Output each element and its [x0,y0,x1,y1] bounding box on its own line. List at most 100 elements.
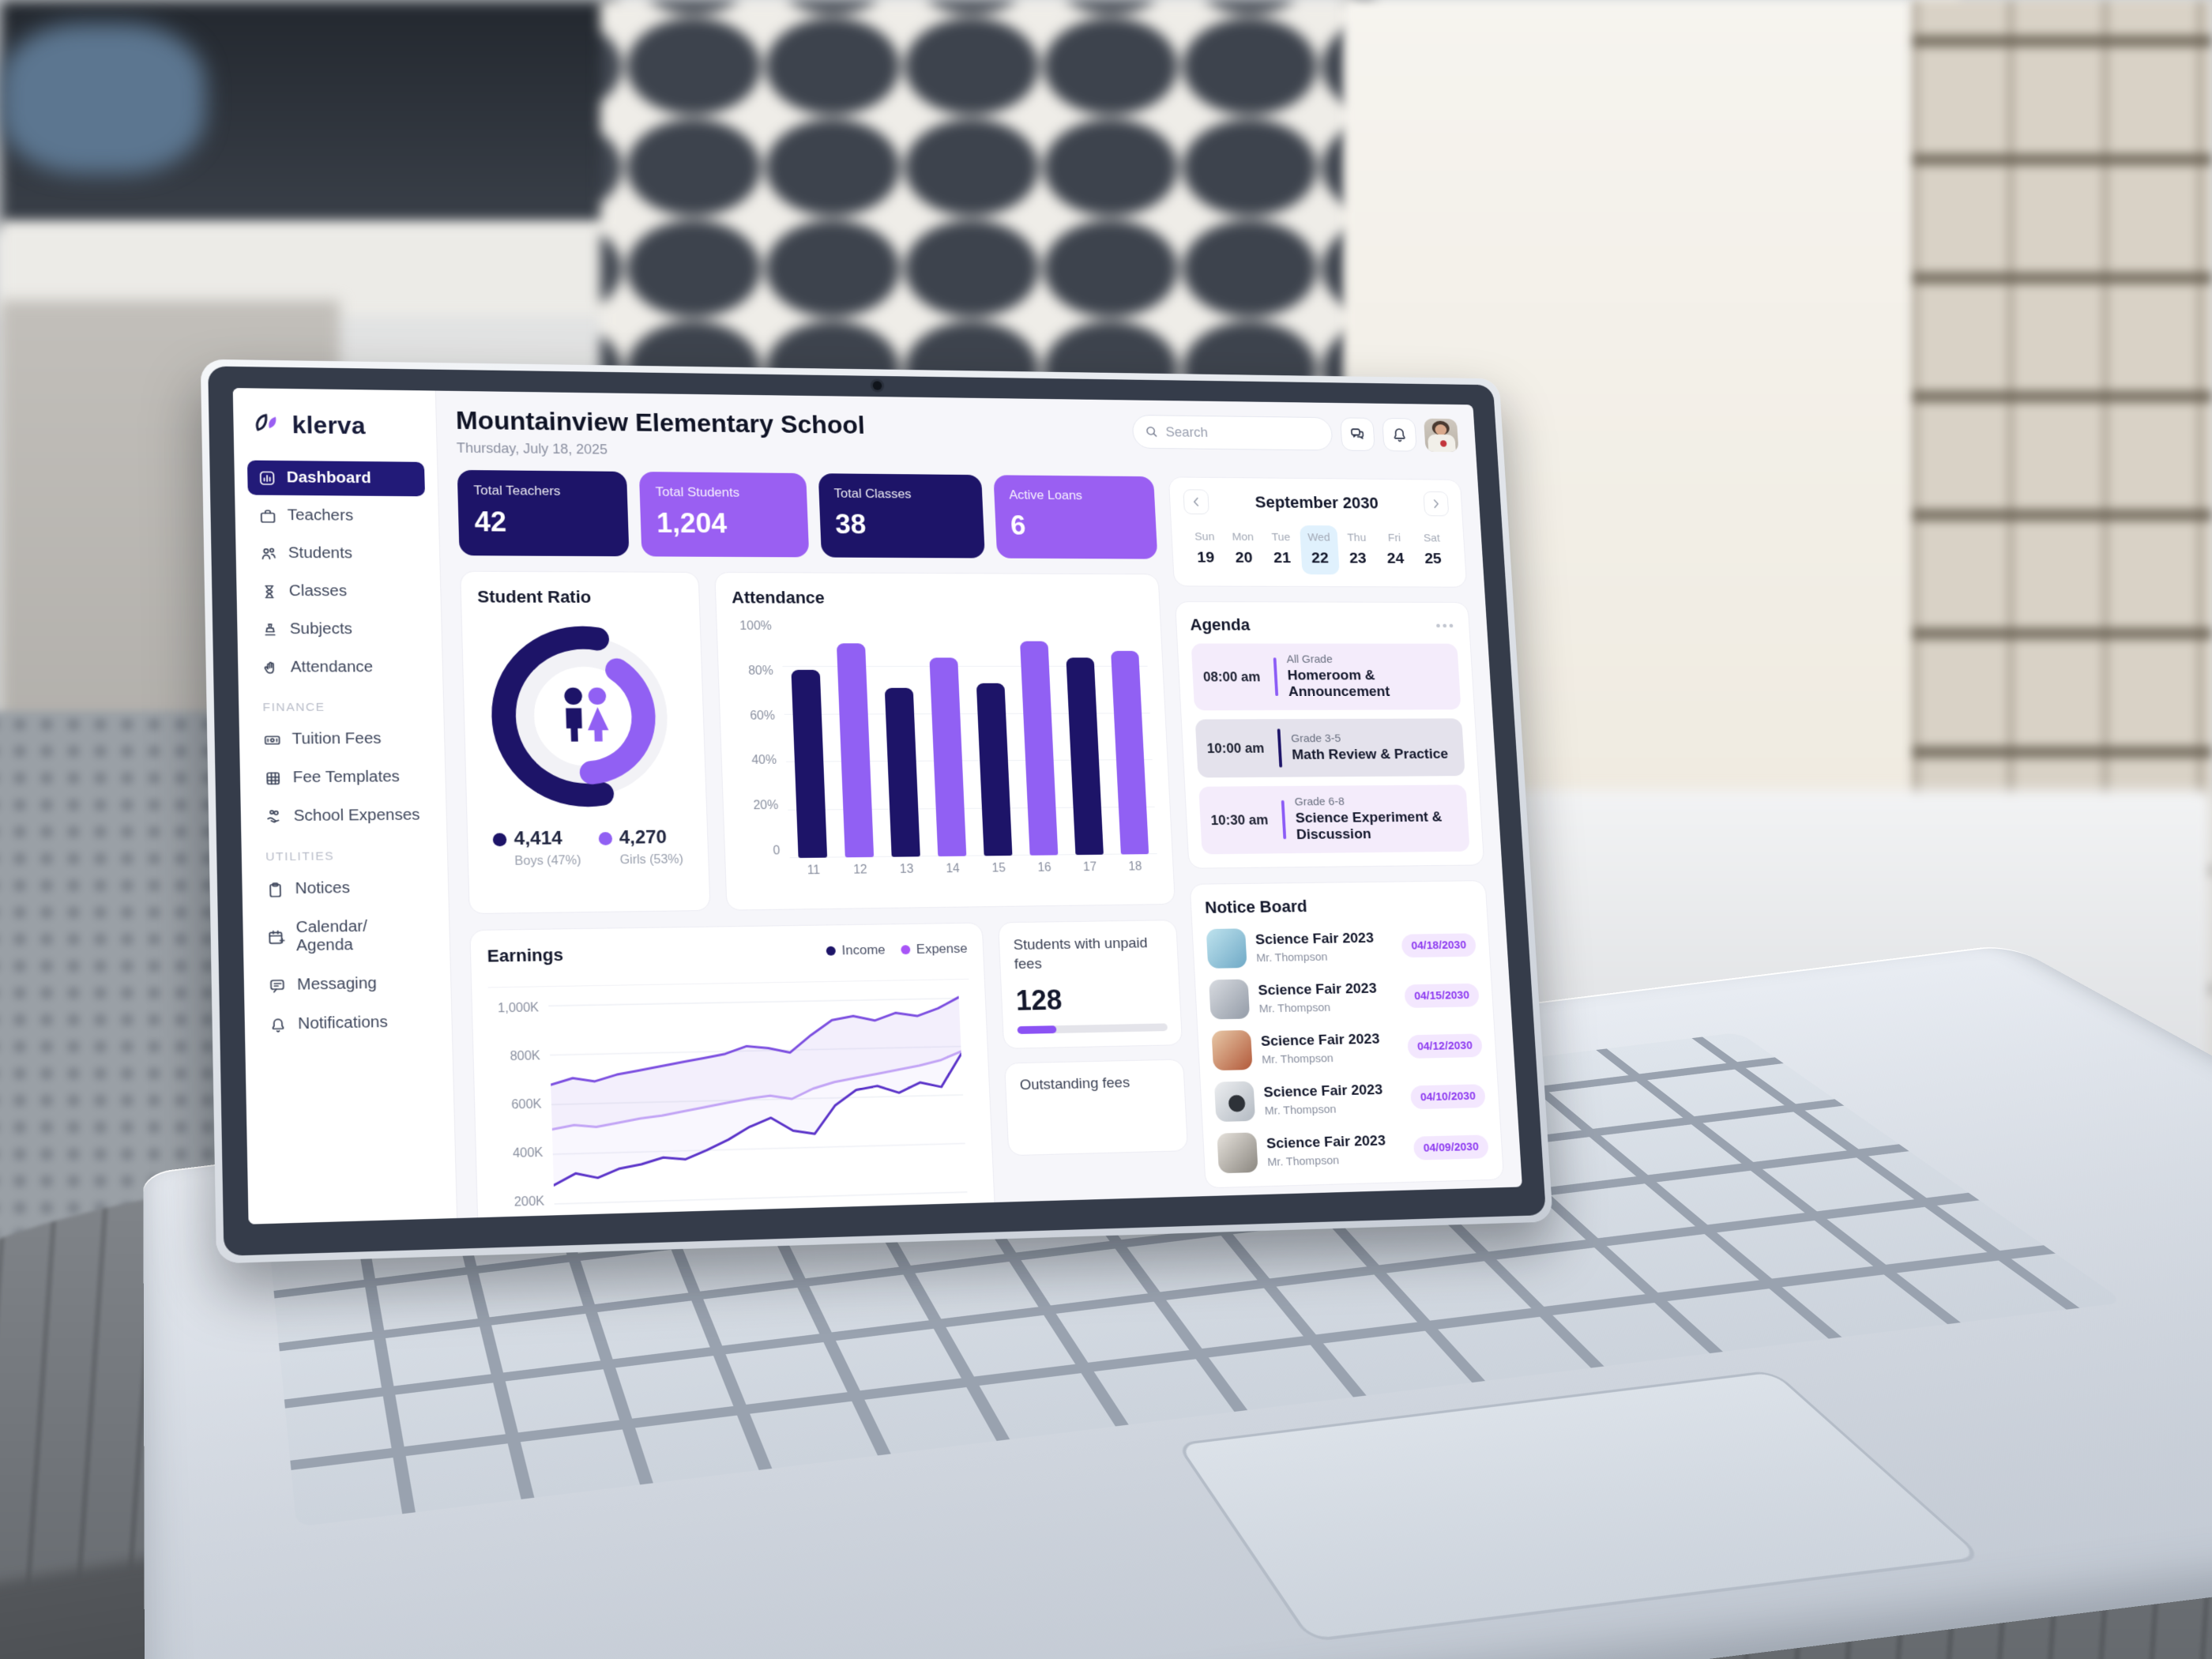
calendar-day[interactable]: Tue 21 [1262,525,1303,574]
agenda-grade: Grade 6-8 [1294,795,1457,809]
calendar-plus-icon [267,928,285,946]
expense-dot [901,945,910,954]
dashboard-icon [258,469,276,487]
sidebar-item-dashboard[interactable]: Dashboard [247,461,425,497]
sidebar-item-label: Subjects [290,621,353,639]
sidebar-item-school-expenses[interactable]: School Expenses [254,798,434,835]
stat-value: 38 [834,509,969,541]
notice-date-badge: 04/10/2030 [1410,1084,1486,1109]
laptop-touchpad [1175,1370,1985,1642]
hand-coins-icon [265,808,283,826]
calendar-day[interactable]: Sun 19 [1185,525,1226,574]
stat-value: 42 [474,506,613,539]
calendar-prev-button[interactable] [1183,489,1209,514]
calendar-day[interactable]: Sat 25 [1413,526,1453,575]
sidebar-section-utilities: UTILITIES [265,848,423,863]
girls-count: 4,270 [619,827,667,849]
notice-item[interactable]: Science Fair 2023 Mr. Thompson 04/12/203… [1211,1025,1483,1070]
page-title: Mountainview Elementary School [456,406,866,439]
stat-value: 1,204 [656,507,792,540]
agenda-accent-bar [1277,728,1282,767]
notice-date-badge: 04/09/2030 [1413,1134,1489,1160]
stat-label: Total Students [655,484,791,500]
agenda-item-title: Homeroom & Announcement [1287,668,1450,700]
attendance-y-axis: 100% 80% 60% 40% 20% 0 [732,619,790,858]
search-bar[interactable] [1132,415,1334,450]
girls-dot [598,832,612,845]
sidebar-item-messaging[interactable]: Messaging [257,965,438,1004]
girl-icon [586,687,608,741]
earnings-card: Earnings Income Expense 1,000K 800K 600K 40… [469,923,997,1224]
clipboard-icon [266,881,284,898]
calendar-next-button[interactable] [1423,491,1449,516]
stat-value: 6 [1010,510,1142,542]
notice-thumbnail [1206,928,1247,969]
notice-item[interactable]: Science Fair 2023 Mr. Thompson 04/09/203… [1217,1127,1489,1174]
sidebar-item-label: Students [288,544,353,562]
chat-bubbles-icon [1349,426,1367,443]
chevron-right-icon [1431,498,1442,509]
unpaid-fees-value: 128 [1015,983,1167,1018]
laptop-screen: klerva Dashboard Teachers [233,388,1522,1224]
sidebar-item-notifications[interactable]: Notifications [258,1004,438,1044]
calendar-week: Sun 19 Mon 20 Tue 21 Wed 22 Thu 23 Fri 24 Sat 2… [1185,525,1453,575]
sidebar-item-label: Notices [295,879,350,898]
hourglass-icon [260,583,278,600]
sidebar-item-fee-templates[interactable]: Fee Templates [253,759,432,796]
webcam [873,381,882,389]
agenda-title: Agenda [1190,615,1251,634]
notice-item[interactable]: Science Fair 2023 Mr. Thompson 04/10/203… [1214,1076,1486,1122]
agenda-card: Agenda 08:00 am All Grade Homeroom & Ann… [1175,601,1484,869]
sidebar-item-attendance[interactable]: Attendance [251,650,431,685]
sidebar-item-classes[interactable]: Classes [250,574,428,609]
sidebar-item-label: Notifications [298,1014,388,1033]
student-ratio-legend: 4,414 Boys (47%) 4,270 Girls (53%) [483,826,692,869]
agenda-time: 08:00 am [1203,669,1272,685]
calendar-day-selected[interactable]: Wed 22 [1300,525,1341,574]
search-input[interactable] [1165,424,1320,442]
search-icon [1145,424,1159,439]
calendar-day[interactable]: Mon 20 [1223,525,1264,574]
sidebar-item-label: Messaging [297,975,377,995]
sidebar-item-notices[interactable]: Notices [255,870,435,908]
sidebar-item-label: School Expenses [293,807,419,826]
agenda-time: 10:30 am [1210,812,1280,829]
sidebar-item-calendar-agenda[interactable]: Calendar/ Agenda [256,908,437,965]
calendar-day[interactable]: Fri 24 [1375,526,1415,575]
notice-item[interactable]: Science Fair 2023 Mr. Thompson 04/18/203… [1206,925,1477,969]
laptop: klerva Dashboard Teachers [201,359,1553,1264]
calendar-card: September 2030 Sun 19 Mon 20 Tue 21 [1168,476,1467,587]
sidebar-item-students[interactable]: Students [249,536,427,571]
notifications-button[interactable] [1382,418,1417,452]
sidebar-item-label: Calendar/ Agenda [295,917,426,956]
student-ratio-card: Student Ratio [460,571,711,914]
earnings-legend: Income Expense [826,941,968,958]
agenda-item: 08:00 am All Grade Homeroom & Announceme… [1191,644,1462,711]
notice-thumbnail [1211,1030,1252,1070]
bell-icon [269,1016,288,1034]
sidebar-item-teachers[interactable]: Teachers [248,498,426,533]
brand-name: klerva [292,412,366,440]
earnings-chart: 1,000K 800K 600K 400K 200K [488,979,979,1211]
notice-date-badge: 04/15/2030 [1404,983,1480,1007]
notice-item[interactable]: Science Fair 2023 Mr. Thompson 04/15/203… [1209,975,1480,1019]
stats-row: Total Teachers 42 Total Students 1,204 T… [457,470,1158,559]
student-ratio-title: Student Ratio [477,587,683,608]
dashboard-app: klerva Dashboard Teachers [233,388,1522,1224]
messages-button[interactable] [1340,417,1375,451]
student-ratio-donut [478,613,693,821]
sidebar-item-subjects[interactable]: Subjects [250,612,429,647]
sidebar-item-label: Fee Templates [292,768,400,787]
legend-boys: 4,414 Boys (47%) [493,828,581,869]
stat-label: Total Teachers [473,483,611,499]
user-avatar[interactable] [1424,419,1458,452]
stat-card-active-loans: Active Loans 6 [993,475,1157,559]
hand-icon [261,659,280,676]
stat-card-total-classes: Total Classes 38 [818,473,984,558]
right-column: September 2030 Sun 19 Mon 20 Tue 21 [1168,476,1507,1224]
calendar-day[interactable]: Thu 23 [1337,525,1378,574]
legend-expense: Expense [901,941,968,957]
agenda-menu-icon[interactable] [1433,621,1456,630]
klerva-logo-icon [251,410,284,441]
sidebar-item-tuition-fees[interactable]: Tuition Fees [252,721,431,758]
